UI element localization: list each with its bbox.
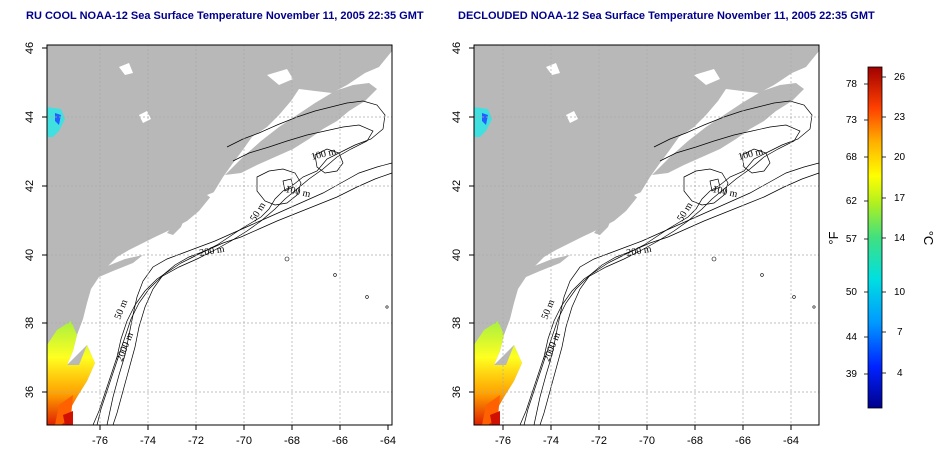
y-tick-label: 44 xyxy=(451,111,463,123)
fahrenheit-tick-label: 44 xyxy=(846,332,858,343)
right-x-tick-labels: -76 -74 -72 -70 -68 -66 -64 xyxy=(495,435,799,447)
right-map: 100 m 100 m 50 m 200 m 50 m 2000 m -76 -… xyxy=(451,42,820,447)
colorbar-gradient xyxy=(867,66,883,409)
y-tick-label: 40 xyxy=(24,249,36,261)
x-tick-label: -76 xyxy=(495,435,511,447)
x-tick-label: -74 xyxy=(140,435,156,447)
y-tick-label: 42 xyxy=(24,180,36,192)
right-map-title: DECLOUDED NOAA-12 Sea Surface Temperatur… xyxy=(458,10,875,22)
celsius-tick-label: 20 xyxy=(894,152,906,163)
x-tick-label: -72 xyxy=(591,435,607,447)
y-tick-label: 36 xyxy=(451,386,463,398)
contour-label-100m-b: 100 m xyxy=(284,184,311,200)
y-tick-label: 40 xyxy=(451,249,463,261)
colorbar-fahrenheit-ticks: 78 73 68 62 57 50 44 39 xyxy=(846,79,858,380)
celsius-tick-label: 7 xyxy=(897,327,903,338)
celsius-tick-label: 17 xyxy=(894,193,906,204)
contour-label-200m: 200 m xyxy=(626,244,653,259)
fahrenheit-tick-label: 57 xyxy=(846,234,858,245)
x-tick-label: -72 xyxy=(188,435,204,447)
y-tick-label: 38 xyxy=(24,317,36,329)
celsius-tick-label: 4 xyxy=(897,368,903,379)
contour-label-200m: 200 m xyxy=(199,244,226,259)
right-y-tick-labels: 46 44 42 40 38 36 xyxy=(451,42,463,398)
celsius-tick-label: 14 xyxy=(894,233,906,244)
y-tick-label: 36 xyxy=(24,386,36,398)
fahrenheit-tick-label: 50 xyxy=(846,287,858,298)
right-map-grid xyxy=(474,45,819,425)
celsius-tick-label: 23 xyxy=(894,112,906,123)
fahrenheit-tick-label: 39 xyxy=(846,369,858,380)
x-tick-label: -70 xyxy=(236,435,252,447)
x-tick-label: -70 xyxy=(639,435,655,447)
left-map-title: RU COOL NOAA-12 Sea Surface Temperature … xyxy=(26,10,424,22)
x-tick-label: -68 xyxy=(284,435,300,447)
x-tick-label: -74 xyxy=(543,435,559,447)
celsius-tick-label: 26 xyxy=(894,72,906,83)
left-x-tick-labels: -76 -74 -72 -70 -68 -66 -64 xyxy=(92,435,396,447)
left-map: 100 m 100 m 50 m 200 m 50 m 2000 m -76 -… xyxy=(24,42,396,447)
fahrenheit-tick-label: 73 xyxy=(846,115,858,126)
x-tick-label: -66 xyxy=(735,435,751,447)
colorbar-celsius-ticks: 26 23 20 17 14 10 7 4 xyxy=(894,72,906,379)
fahrenheit-tick-label: 78 xyxy=(846,79,858,90)
left-map-grid xyxy=(47,45,392,425)
y-tick-label: 44 xyxy=(24,111,36,123)
y-tick-label: 38 xyxy=(451,317,463,329)
fahrenheit-tick-label: 62 xyxy=(846,196,858,207)
x-tick-label: -68 xyxy=(687,435,703,447)
x-tick-label: -66 xyxy=(332,435,348,447)
x-tick-label: -76 xyxy=(92,435,108,447)
fahrenheit-unit-label: °F xyxy=(826,231,841,244)
y-tick-label: 46 xyxy=(451,42,463,54)
x-tick-label: -64 xyxy=(380,435,396,447)
left-y-tick-labels: 46 44 42 40 38 36 xyxy=(24,42,36,398)
x-tick-label: -64 xyxy=(783,435,799,447)
colorbar: 78 73 68 62 57 50 44 39 26 23 20 17 14 1… xyxy=(826,66,936,409)
fahrenheit-tick-label: 68 xyxy=(846,152,858,163)
y-tick-label: 46 xyxy=(24,42,36,54)
celsius-tick-label: 10 xyxy=(894,287,906,298)
contour-label-100m-b: 100 m xyxy=(711,184,738,200)
y-tick-label: 42 xyxy=(451,180,463,192)
celsius-unit-label: °C xyxy=(921,231,936,246)
